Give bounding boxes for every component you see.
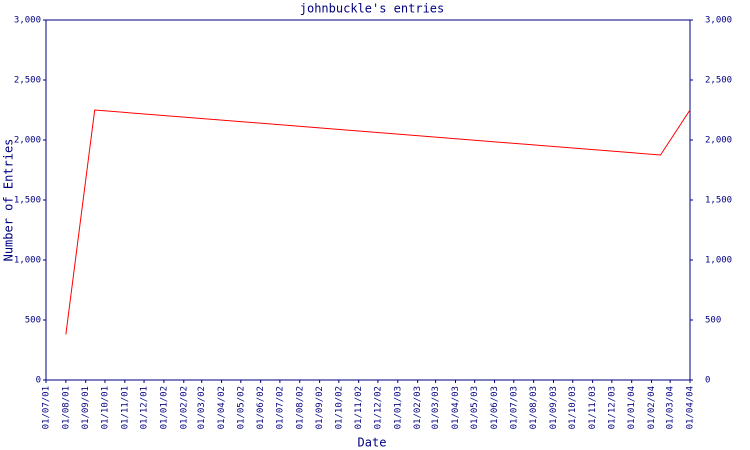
y-tick-label: 1,000 <box>14 256 41 266</box>
x-tick-label: 01/12/01 <box>140 386 150 429</box>
x-tick-label: 01/07/03 <box>509 386 519 429</box>
y-tick-label: 500 <box>25 316 41 326</box>
x-tick-label: 01/02/04 <box>647 386 657 429</box>
x-tick-label: 01/01/04 <box>627 386 637 429</box>
x-tick-label: 01/07/01 <box>42 386 52 429</box>
x-tick-label: 01/04/03 <box>451 386 461 429</box>
data-line <box>65 109 691 335</box>
x-tick-label: 01/11/01 <box>120 386 130 429</box>
y-tick-label: 0 <box>36 376 41 386</box>
x-tick-label: 01/09/02 <box>315 386 325 429</box>
y2-tick-label: 1,000 <box>705 256 732 266</box>
y-tick-label: 3,000 <box>14 16 41 26</box>
x-tick-label: 01/03/02 <box>197 386 207 429</box>
y-tick-label: 2,000 <box>14 136 41 146</box>
x-tick-label: 01/06/03 <box>490 386 500 429</box>
x-tick-label: 01/09/03 <box>549 386 559 429</box>
x-tick-label: 01/04/02 <box>217 386 227 429</box>
x-tick-label: 01/08/03 <box>529 386 539 429</box>
x-tick-label: 01/06/02 <box>256 386 266 429</box>
y2-tick-label: 0 <box>705 376 710 386</box>
x-tick-label: 01/02/03 <box>413 386 423 429</box>
y2-tick-label: 2,000 <box>705 136 732 146</box>
x-tick-label: 01/07/02 <box>275 386 285 429</box>
y2-tick-label: 2,500 <box>705 76 732 86</box>
y-axis-label: Number of Entries <box>2 139 16 262</box>
x-tick-label: 01/02/02 <box>179 386 189 429</box>
x-tick-label: 01/05/03 <box>470 386 480 429</box>
x-tick-label: 01/11/03 <box>588 386 598 429</box>
x-tick-label: 01/11/02 <box>354 386 364 429</box>
x-tick-label: 01/10/02 <box>334 386 344 429</box>
x-tick-label: 01/10/03 <box>568 386 578 429</box>
x-tick-label: 01/01/03 <box>393 386 403 429</box>
plot-frame <box>45 19 691 381</box>
x-tick-label: 01/03/04 <box>666 386 676 429</box>
y2-tick-label: 500 <box>705 316 721 326</box>
x-tick-label: 01/05/02 <box>236 386 246 429</box>
x-tick-label: 01/04/04 <box>686 386 696 429</box>
x-tick-label: 01/08/02 <box>295 386 305 429</box>
x-tick-label: 01/01/02 <box>159 386 169 429</box>
x-tick-label: 01/12/03 <box>607 386 617 429</box>
y2-tick-label: 1,500 <box>705 196 732 206</box>
y2-tick-label: 3,000 <box>705 16 732 26</box>
x-tick-label: 01/08/01 <box>61 386 71 429</box>
x-tick-label: 01/12/02 <box>373 386 383 429</box>
y-tick-label: 1,500 <box>14 196 41 206</box>
chart-title: johnbuckle's entries <box>300 2 445 16</box>
x-tick-label: 01/03/03 <box>431 386 441 429</box>
y-tick-label: 2,500 <box>14 76 41 86</box>
x-axis-label: Date <box>358 436 387 450</box>
x-tick-label: 01/10/01 <box>100 386 110 429</box>
x-tick-label: 01/09/01 <box>81 386 91 429</box>
